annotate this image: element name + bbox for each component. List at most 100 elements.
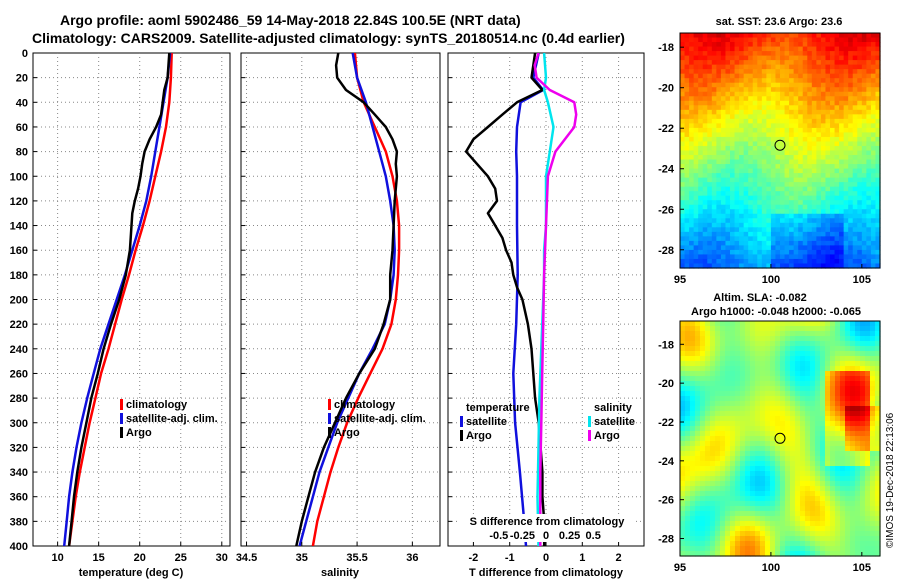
map-cell [735,331,741,337]
map-cell [861,114,867,120]
map-cell [800,331,806,337]
map-cell [870,51,877,57]
map-cell [765,341,771,347]
map-cell [720,501,726,507]
map-cell [784,141,790,147]
map-cell [680,461,686,467]
map-cell [680,141,686,147]
depth-tick-label: 100 [10,171,28,183]
map-cell [785,496,791,502]
map-cell [725,263,731,269]
map-cell [780,245,786,251]
map-cell [805,501,811,507]
map-cell [698,236,704,242]
map-cell [752,73,758,79]
map-cell [698,177,704,183]
map-cell [735,546,741,552]
map-cell [840,446,846,452]
map-cell [689,114,695,120]
map-cell [834,173,840,179]
s-tick-label: 0.5 [586,530,601,542]
map-cell [720,42,727,48]
map-cell [743,82,749,88]
map-cell [770,245,777,251]
map-cell [725,258,731,265]
map-cell [875,541,881,547]
map-cell [825,421,831,427]
map-cell [875,321,881,327]
map-cell [807,159,813,165]
map-cell [860,531,866,537]
map-cell [820,168,827,174]
map-cell [875,204,881,210]
map-cell [860,361,866,367]
map-cell [875,213,881,219]
map-cell [875,481,881,487]
map-cell [715,451,721,457]
map-cell [795,386,801,392]
map-cell [789,60,795,66]
map-cell [720,396,726,402]
map-cell [689,87,695,93]
map-cell [870,204,877,210]
map-cell [775,249,781,256]
map-cell [810,451,816,457]
map-cell [784,245,790,251]
map-cell [711,231,717,237]
map-cell [716,155,722,161]
map-cell [784,164,790,170]
map-cell [830,526,836,532]
map-cell [734,91,740,97]
map-cell [770,51,777,57]
map-cell [685,506,691,512]
map-cell [843,155,849,161]
map-cell [790,386,796,392]
map-cell [855,366,861,372]
map-cell [720,496,726,502]
map-cell [685,366,691,372]
map-cell [820,82,827,88]
map-cell [690,551,696,557]
map-cell [793,91,799,97]
map-cell [845,491,851,497]
map-cell [850,396,856,402]
map-cell [757,123,763,129]
map-cell [866,150,872,156]
map-cell [866,132,872,138]
map-cell [820,150,827,156]
map-cell [840,351,846,357]
map-cell [852,141,858,147]
map-cell [775,351,781,357]
map-cell [865,551,871,557]
sla-map-frame [679,320,881,557]
map-cell [820,416,826,422]
map-cell [800,536,806,542]
map-cell [775,263,781,269]
map-y-tick-label: -20 [658,83,674,95]
map-cell [843,204,849,210]
map-cell [875,42,881,48]
map-cell [689,60,695,66]
map-cell [784,127,790,134]
map-cell [700,356,706,362]
map-cell [761,240,767,246]
map-cell [770,496,776,502]
map-cell [870,222,877,228]
map-cell [745,321,751,327]
map-cell [693,114,699,120]
map-cell [795,501,801,507]
map-cell [793,209,799,215]
map-cell [702,177,708,183]
map-cell [840,386,846,392]
map-cell [710,536,716,542]
map-cell [834,69,840,75]
map-cell [711,55,717,61]
map-cell [743,37,749,43]
map-cell [716,218,722,224]
map-cell [684,96,690,102]
map-cell [875,386,881,392]
map-cell [684,69,690,75]
map-cell [770,114,777,120]
map-cell [807,231,813,237]
map-cell [793,186,799,192]
